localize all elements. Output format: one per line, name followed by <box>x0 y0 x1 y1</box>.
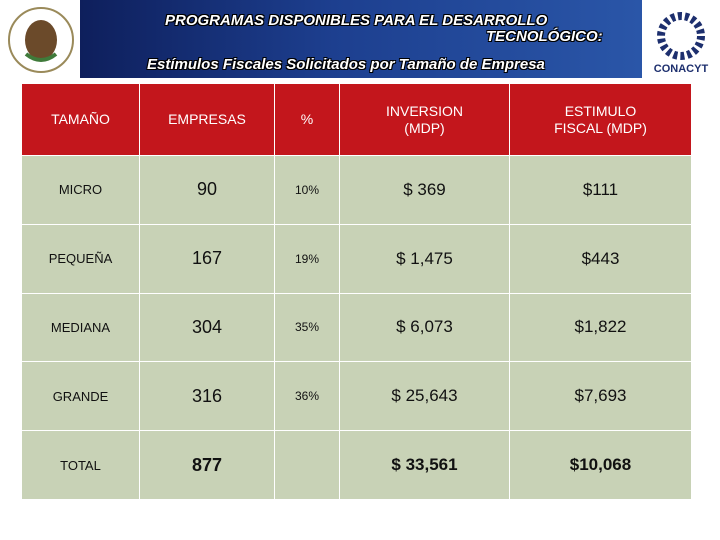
logo-text: CONACYT <box>654 63 709 75</box>
table-cell: 304 <box>140 293 275 363</box>
table-cell: MEDIANA <box>22 293 140 363</box>
table-cell: $ 1,475 <box>340 224 510 294</box>
table-cell: 19% <box>275 224 340 294</box>
column-header: TAMAÑO <box>22 84 140 156</box>
title: TECNOLÓGICO: <box>486 28 603 45</box>
table-cell: 36% <box>275 362 340 432</box>
table-cell: 877 <box>140 431 275 500</box>
table-cell: $ 33,561 <box>340 431 510 500</box>
table-cell: GRANDE <box>22 362 140 432</box>
table-cell: 10% <box>275 156 340 225</box>
subtitle: Estímulos Fiscales Solicitados por Tamañ… <box>147 56 545 73</box>
table-cell: $111 <box>510 156 692 225</box>
table-cell: $ 6,073 <box>340 293 510 363</box>
table-cell: $7,693 <box>510 362 692 432</box>
table-cell <box>275 431 340 500</box>
table: TAMAÑO EMPRESAS% INVERSION (MDP) ESTIMULO F… <box>22 84 692 500</box>
emblem <box>8 7 74 73</box>
table-cell: 35% <box>275 293 340 363</box>
table-cell: $443 <box>510 224 692 294</box>
table-cell: MICRO <box>22 156 140 225</box>
table-cell: PEQUEÑA <box>22 224 140 294</box>
header-banner <box>80 0 642 78</box>
title: PROGRAMAS DISPONIBLES PARA EL DESARROLLO <box>165 12 548 29</box>
table-cell: 90 <box>140 156 275 225</box>
conacyt-logo: CONACYT <box>654 12 709 75</box>
table-cell: 316 <box>140 362 275 432</box>
table-cell: $10,068 <box>510 431 692 500</box>
table-cell: $ 369 <box>340 156 510 225</box>
column-header: EMPRESAS <box>140 84 275 156</box>
column-header: % <box>275 84 340 156</box>
table-cell: $1,822 <box>510 293 692 363</box>
column-header: ESTIMULO FISCAL (MDP) <box>510 84 692 156</box>
column-header: INVERSION (MDP) <box>340 84 510 156</box>
table-cell: $ 25,643 <box>340 362 510 432</box>
table-cell: TOTAL <box>22 431 140 500</box>
table-cell: 167 <box>140 224 275 294</box>
